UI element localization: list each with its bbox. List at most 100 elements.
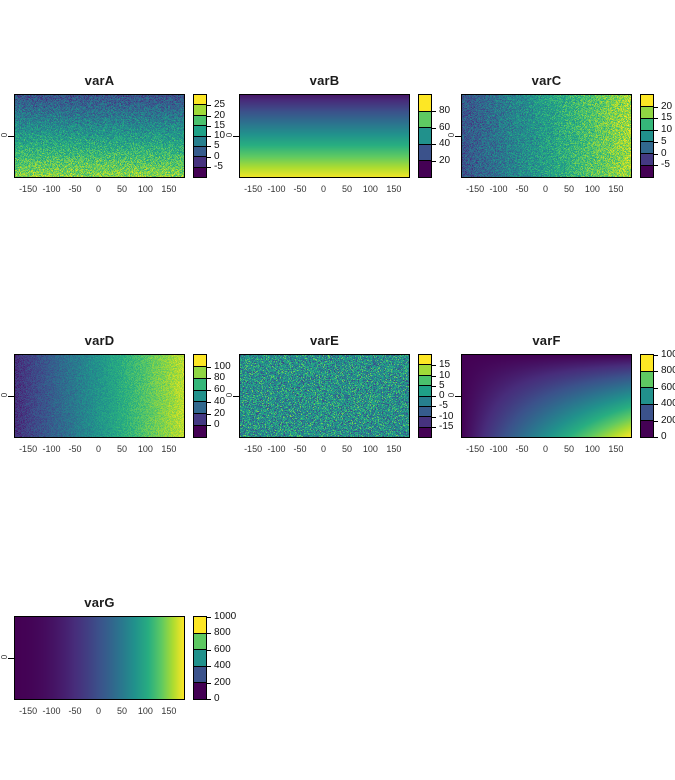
legend-label: 20 — [661, 101, 673, 112]
legend-colorbar — [193, 354, 207, 438]
legend-label: 60 — [439, 122, 451, 133]
legend-label: 15 — [661, 112, 673, 123]
x-tick-label: -150 — [466, 444, 485, 454]
legend-color-segment — [419, 355, 431, 365]
legend-tick — [207, 157, 211, 158]
legend-color-segment — [194, 136, 206, 146]
x-tick-label: -50 — [515, 184, 529, 194]
legend-label: 5 — [214, 140, 220, 151]
legend-tick — [432, 396, 436, 397]
x-tick-label: 0 — [95, 184, 101, 194]
legend-tick — [432, 111, 436, 112]
legend-label: 10 — [439, 370, 451, 381]
legend-color-segment — [641, 95, 653, 106]
legend-tick — [432, 386, 436, 387]
legend-color-segment — [641, 118, 653, 130]
x-tick-label: 0 — [542, 444, 548, 454]
legend-color-segment — [641, 166, 653, 178]
y-axis-tick — [8, 658, 14, 659]
legend-label: 600 — [661, 382, 675, 393]
y-axis-label: 0 — [225, 392, 234, 398]
x-tick-label: 100 — [584, 444, 600, 454]
legend-colorbar — [418, 354, 432, 438]
legend-label: -5 — [661, 159, 670, 170]
panel-varC: varC 0 -150 -100 -50 0 50 100 150 20 15 10 5 0 -5 — [447, 73, 675, 229]
legend-tick — [207, 126, 211, 127]
x-tick-label: 0 — [95, 706, 101, 716]
legend-label: 600 — [214, 644, 231, 655]
y-axis-label: 0 — [0, 392, 9, 398]
legend-color-segment — [194, 617, 206, 633]
legend-label: 80 — [439, 105, 451, 116]
legend-label: -15 — [439, 421, 454, 432]
legend-tick — [207, 136, 211, 137]
legend-label: -5 — [214, 161, 223, 172]
legend-tick — [432, 417, 436, 418]
legend-color-segment — [641, 106, 653, 118]
x-tick-label: -150 — [466, 184, 485, 194]
legend-color-segment — [194, 666, 206, 683]
heatmap-varC — [461, 94, 632, 178]
legend-label: 0 — [214, 151, 220, 162]
x-tick-label: -150 — [19, 444, 38, 454]
legend-tick — [207, 650, 211, 651]
legend-varC: 20 15 10 5 0 -5 — [640, 94, 675, 178]
legend-color-segment — [194, 105, 206, 115]
legend-tick — [207, 683, 211, 684]
legend-color-segment — [641, 355, 653, 371]
x-tick-label: 100 — [137, 184, 153, 194]
panel-title: varE — [310, 333, 339, 348]
legend-color-segment — [641, 388, 653, 404]
legend-label: 5 — [439, 380, 445, 391]
x-tick-label: 50 — [116, 706, 127, 716]
legend-label: 10 — [214, 130, 226, 141]
legend-color-segment — [419, 406, 431, 417]
x-tick-label: 0 — [542, 184, 548, 194]
legend-color-segment — [419, 427, 431, 437]
x-tick-label: 50 — [563, 184, 574, 194]
x-tick-label: -150 — [244, 444, 263, 454]
legend-varA: 25 20 15 10 5 0 -5 — [193, 94, 243, 178]
legend-label: 0 — [214, 419, 220, 430]
legend-color-segment — [419, 128, 431, 144]
legend-color-segment — [194, 167, 206, 177]
legend-label: 400 — [661, 398, 675, 409]
legend-colorbar — [193, 94, 207, 178]
x-tick-label: 150 — [161, 444, 177, 454]
legend-label: 40 — [439, 138, 451, 149]
legend-label: -10 — [439, 411, 454, 422]
x-tick-label: 150 — [608, 444, 624, 454]
y-axis-label: 0 — [0, 654, 9, 660]
panel-title: varB — [309, 73, 340, 88]
legend-label: 400 — [214, 660, 231, 671]
x-tick-label: -50 — [293, 184, 307, 194]
legend-tick — [654, 388, 658, 389]
legend-color-segment — [419, 417, 431, 427]
legend-tick — [432, 144, 436, 145]
x-tick-label: 0 — [95, 444, 101, 454]
legend-tick — [432, 365, 436, 366]
legend-label: 0 — [214, 693, 220, 704]
x-tick-label: -50 — [293, 444, 307, 454]
x-tick-label: -150 — [19, 706, 38, 716]
legend-tick — [207, 378, 211, 379]
x-tick-label: -50 — [515, 444, 529, 454]
x-tick-label: 150 — [608, 184, 624, 194]
legend-tick — [207, 390, 211, 391]
x-tick-label: 0 — [320, 444, 326, 454]
legend-label: 10 — [661, 124, 673, 135]
legend-label: 20 — [214, 408, 226, 419]
legend-color-segment — [194, 126, 206, 136]
legend-color-segment — [194, 157, 206, 167]
legend-color-segment — [194, 366, 206, 378]
y-axis-tick — [8, 396, 14, 397]
legend-tick — [654, 107, 658, 108]
panel-title: varF — [532, 333, 561, 348]
legend-tick — [654, 130, 658, 131]
heatmap-varE — [239, 354, 410, 438]
x-tick-label: 50 — [341, 184, 352, 194]
legend-tick — [432, 128, 436, 129]
legend-label: 20 — [439, 155, 451, 166]
panel-varG: varG 0 -150 -100 -50 0 50 100 150 1000 800 600 40… — [0, 595, 244, 751]
legend-varD: 100 80 60 40 20 0 — [193, 354, 243, 438]
